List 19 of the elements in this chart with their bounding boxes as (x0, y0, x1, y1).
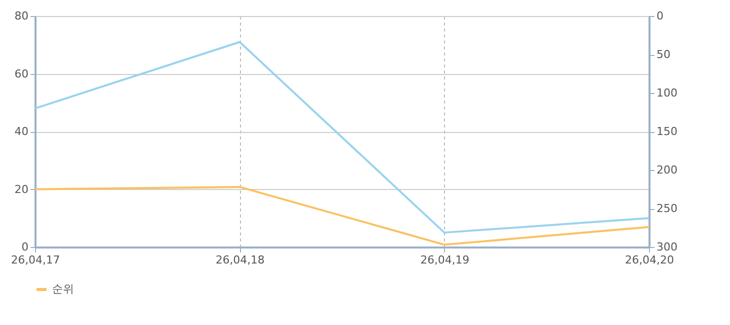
y2-tick-label: 100 (656, 86, 678, 100)
line-series (34, 40, 650, 234)
y-tick-label: 80 (14, 10, 28, 22)
line-series (34, 186, 650, 246)
y2-tick-label: 200 (656, 164, 678, 176)
y-tick-label: 0 (22, 240, 28, 254)
legend-label: 순위 (52, 282, 74, 296)
x-tick-label: 26,04,19 (420, 254, 470, 266)
y2-tick-label: 50 (656, 48, 670, 61)
x-tick-label: 26,04,17 (11, 254, 60, 266)
x-tick-label: 26,04,20 (625, 254, 674, 266)
y-tick-label: 20 (14, 182, 28, 196)
y2-tick-label: 0 (656, 10, 664, 22)
y-tick-label: 60 (14, 67, 28, 80)
y2-tick-label: 250 (656, 202, 678, 215)
y2-tick-label: 300 (656, 240, 678, 254)
y2-tick-label: 150 (656, 125, 678, 138)
y-tick-label: 40 (14, 125, 28, 138)
x-tick-label: 26,04,18 (216, 254, 265, 266)
